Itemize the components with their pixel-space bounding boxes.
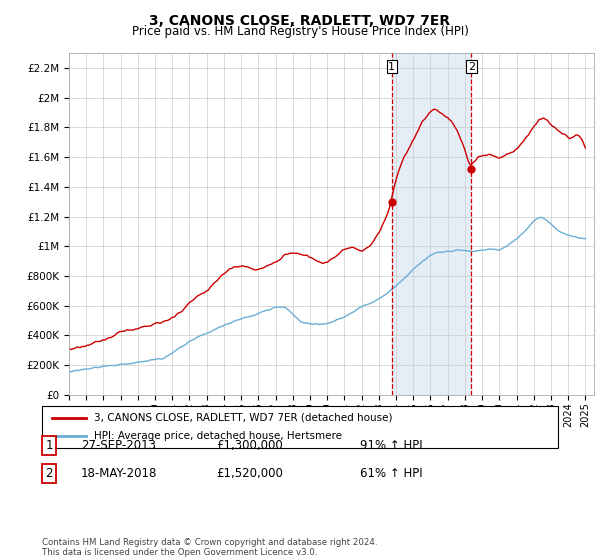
Text: £1,520,000: £1,520,000 (216, 466, 283, 480)
Text: 1: 1 (46, 438, 53, 452)
FancyBboxPatch shape (42, 406, 558, 448)
Text: HPI: Average price, detached house, Hertsmere: HPI: Average price, detached house, Hert… (94, 431, 341, 441)
Text: 18-MAY-2018: 18-MAY-2018 (81, 466, 157, 480)
Text: 3, CANONS CLOSE, RADLETT, WD7 7ER (detached house): 3, CANONS CLOSE, RADLETT, WD7 7ER (detac… (94, 413, 392, 423)
Text: 61% ↑ HPI: 61% ↑ HPI (360, 466, 422, 480)
Text: Contains HM Land Registry data © Crown copyright and database right 2024.
This d: Contains HM Land Registry data © Crown c… (42, 538, 377, 557)
Text: £1,300,000: £1,300,000 (216, 438, 283, 452)
Text: 27-SEP-2013: 27-SEP-2013 (81, 438, 156, 452)
Text: 3, CANONS CLOSE, RADLETT, WD7 7ER: 3, CANONS CLOSE, RADLETT, WD7 7ER (149, 14, 451, 28)
Text: 91% ↑ HPI: 91% ↑ HPI (360, 438, 422, 452)
Bar (392, 53, 472, 395)
Text: 1: 1 (388, 62, 395, 72)
Text: 2: 2 (46, 466, 53, 480)
Text: 2: 2 (468, 62, 475, 72)
Text: Price paid vs. HM Land Registry's House Price Index (HPI): Price paid vs. HM Land Registry's House … (131, 25, 469, 38)
